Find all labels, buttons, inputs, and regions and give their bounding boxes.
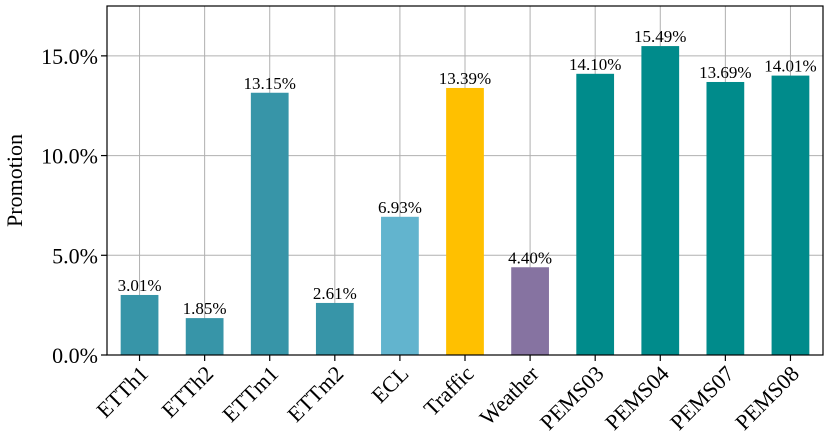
bar-pems08 [771, 75, 810, 355]
y-tick-label: 0.0% [52, 343, 98, 368]
data-label: 4.40% [508, 248, 552, 267]
y-axis-label: Promotion [2, 134, 27, 227]
x-tick-label: ETTh1 [91, 361, 153, 423]
x-tick-label: ETTm1 [217, 361, 283, 427]
data-label: 3.01% [118, 276, 162, 295]
bar-pems07 [706, 81, 745, 355]
bar-traffic [446, 87, 484, 355]
y-axis-ticks: 0.0% 5.0% 10.0% 15.0% [41, 44, 107, 368]
data-label: 6.93% [378, 198, 422, 217]
y-tick-label: 5.0% [52, 243, 98, 268]
data-label: 1.85% [183, 299, 227, 318]
data-label: 14.10% [569, 55, 621, 74]
data-labels: 3.01% 1.85% 13.15% 2.61% 6.93% 13.39% 4.40% 14.… [118, 27, 817, 318]
data-label: 2.61% [313, 284, 357, 303]
data-label: 15.49% [634, 27, 686, 46]
x-tick-label: Traffic [419, 361, 479, 421]
bar-ettm1 [250, 92, 289, 355]
bars [120, 46, 810, 355]
data-label: 14.01% [764, 57, 816, 76]
bar-weather [511, 267, 549, 355]
data-label: 13.39% [439, 69, 491, 88]
x-tick-label: ETTm2 [282, 361, 348, 427]
x-tick-label: PEMS07 [665, 361, 739, 435]
x-tick-label: PEMS08 [730, 361, 804, 435]
x-tick-label: PEMS04 [600, 361, 674, 435]
bar-pems04 [641, 46, 680, 355]
x-tick-label: ETTh2 [156, 361, 218, 423]
y-tick-label: 15.0% [41, 44, 98, 69]
x-tick-label: PEMS03 [535, 361, 609, 435]
y-tick-label: 10.0% [41, 144, 98, 169]
bar-ecl [381, 216, 419, 355]
bar-pems03 [576, 73, 615, 355]
x-tick-label: Weather [475, 360, 545, 430]
bar-etth2 [185, 318, 224, 355]
x-tick-label: ECL [366, 361, 413, 408]
data-label: 13.15% [244, 74, 296, 93]
x-axis-ticks: ETTh1 ETTh2 ETTm1 ETTm2 ECL TrafficWeatherPEM… [91, 355, 804, 435]
bar-ettm2 [315, 302, 354, 355]
data-label: 13.69% [699, 63, 751, 82]
bar-etth1 [120, 294, 159, 355]
